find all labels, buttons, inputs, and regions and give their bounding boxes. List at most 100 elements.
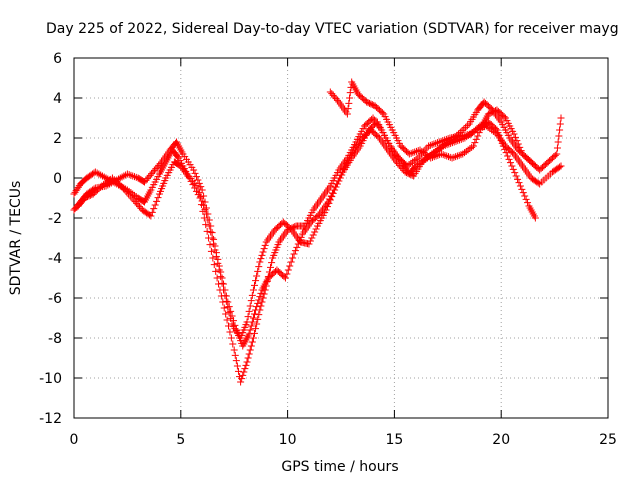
data-point [398,165,406,173]
data-point [393,158,401,166]
data-point [499,142,507,150]
data-point [291,247,299,255]
data-point [86,191,94,199]
data-point [519,189,527,197]
data-point [289,223,297,231]
data-point [127,171,135,179]
data-point [84,193,92,201]
data-point [101,179,109,187]
data-point [443,152,451,160]
data-point [416,146,424,154]
data-point [198,186,206,194]
data-point [98,182,106,190]
data-point [306,237,314,245]
data-point [146,171,154,179]
data-point [477,125,485,133]
data-point [255,311,263,319]
data-point [201,198,209,206]
data-point [405,161,413,169]
data-point [553,150,561,158]
data-point [152,165,160,173]
data-point [246,326,254,334]
data-point [233,362,241,370]
data-point [136,203,144,211]
data-point [437,150,445,158]
data-point [148,170,156,178]
data-point [241,365,249,373]
data-point [311,228,319,236]
data-point [114,179,122,187]
x-tick-label: 10 [279,432,297,448]
data-point [246,346,254,354]
data-point [154,194,162,202]
data-point [256,293,264,301]
data-point [326,88,334,96]
data-point [202,221,210,229]
data-point [216,286,224,294]
data-point [514,175,522,183]
data-point [428,153,436,161]
data-point [260,290,268,298]
data-point [192,187,200,195]
data-point [206,241,214,249]
data-point [368,115,376,123]
data-point [554,138,562,146]
data-point [259,248,267,256]
data-point [439,137,447,145]
data-point [217,268,225,276]
data-point [232,357,240,365]
plot-frame [73,57,609,419]
data-point [432,152,440,160]
data-point [142,176,150,184]
data-point [289,254,297,262]
data-point [227,307,235,315]
data-point [214,255,222,263]
data-point [453,152,461,160]
data-points [70,78,565,386]
data-point [492,107,500,115]
data-point [249,334,257,342]
data-point [211,242,219,250]
data-point [258,298,266,306]
data-point [281,274,289,282]
data-point [112,177,120,185]
data-point [286,262,294,270]
data-point [409,149,417,157]
data-point [407,149,415,157]
data-point [438,143,446,151]
data-point [556,163,564,171]
data-point [397,163,405,171]
data-point [200,214,208,222]
data-point [288,224,296,232]
data-point [512,172,520,180]
data-point [346,94,354,102]
data-point [151,201,159,209]
data-point [441,141,449,149]
data-point [418,158,426,166]
data-point [223,316,231,324]
data-point [222,310,230,318]
data-point [252,325,260,333]
data-point [329,91,337,99]
data-point [553,144,561,152]
data-point [312,225,320,233]
data-point [435,138,443,146]
data-point [308,234,316,242]
data-point [418,147,426,155]
data-point [131,198,139,206]
data-point [489,108,497,116]
data-point [324,198,332,206]
x-tick-label: 5 [176,432,185,448]
data-point [207,247,215,255]
data-point [244,313,252,321]
data-point [368,101,376,109]
data-point [145,173,153,181]
data-point [426,141,434,149]
data-point [461,149,469,157]
data-point [246,302,254,310]
data-point [255,263,263,271]
data-point [504,152,512,160]
data-point [203,227,211,235]
data-point [297,233,305,241]
